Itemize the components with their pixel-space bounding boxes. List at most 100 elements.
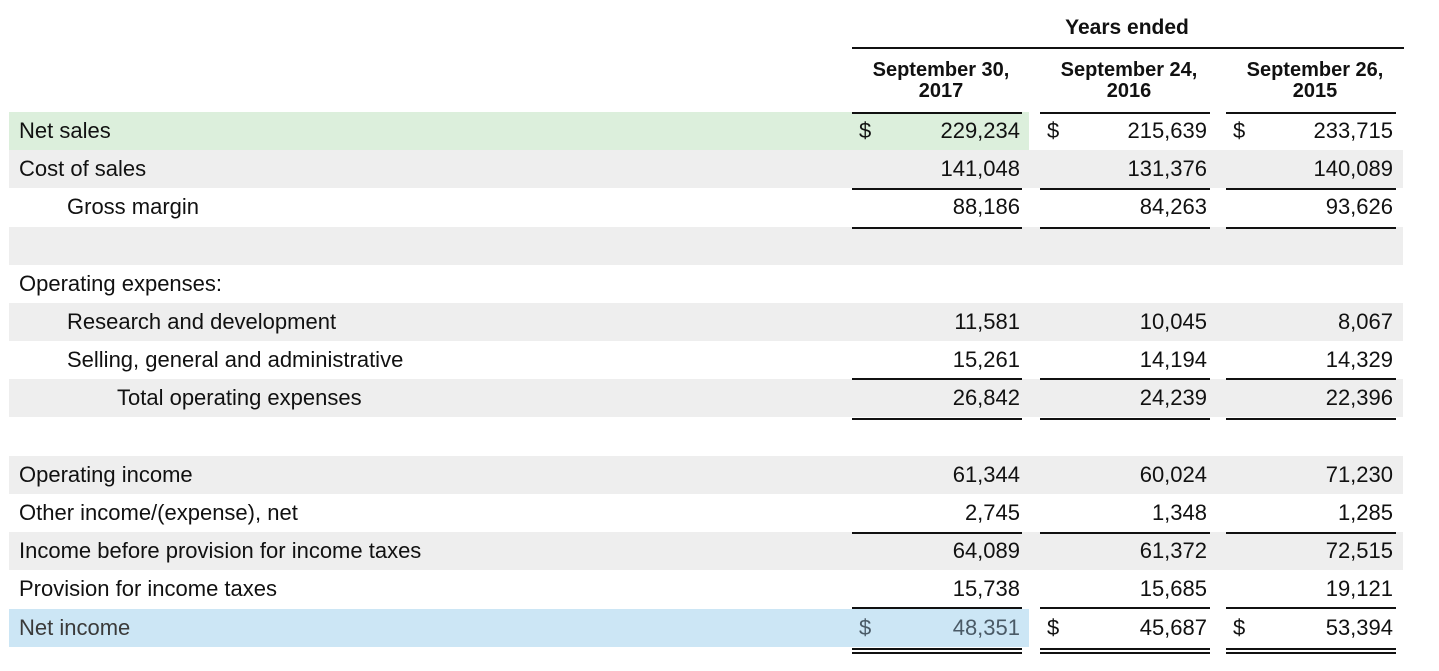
value-cell: 64,089 — [952, 538, 1020, 563]
table-rule — [852, 652, 1022, 654]
value-cell: 141,048 — [940, 156, 1020, 181]
table-rule — [852, 227, 1022, 229]
table-rule — [1226, 112, 1396, 114]
table-row-total-operating-expenses: Total operating expenses — [9, 379, 1403, 417]
table-row-gross-margin: Gross margin — [9, 188, 1403, 226]
table-row-operating-income: Operating income — [9, 456, 1403, 494]
table-rule — [1040, 112, 1210, 114]
table-rule — [1226, 378, 1396, 380]
value-cell — [1040, 418, 1207, 456]
table-row-research-and-development: Research and development — [9, 303, 1403, 341]
value-cell — [1226, 227, 1393, 265]
currency-symbol: $ — [1047, 118, 1060, 143]
value-cell: 15,685 — [1139, 576, 1207, 601]
value-cell: 48,351 — [952, 615, 1020, 640]
value-cell: 8,067 — [1337, 309, 1393, 334]
value-cell: 93,626 — [1325, 194, 1393, 219]
table-rule — [1040, 227, 1210, 229]
value-cell: 24,239 — [1139, 385, 1207, 410]
table-rule — [1040, 418, 1210, 420]
value-cell — [1040, 265, 1207, 303]
value-cell: 22,396 — [1325, 385, 1393, 410]
value-cell: 1,348 — [1151, 500, 1207, 525]
table-row-provision-for-income-taxes: Provision for income taxes — [9, 570, 1403, 608]
value-cell: 88,186 — [952, 194, 1020, 219]
row-label: Other income/(expense), net — [19, 500, 298, 525]
table-rule — [1226, 227, 1396, 229]
value-cell: 14,194 — [1139, 347, 1207, 372]
value-cell: 10,045 — [1139, 309, 1207, 334]
table-rule — [852, 648, 1022, 650]
currency-symbol: $ — [1047, 615, 1060, 640]
value-cell: 45,687 — [1139, 615, 1207, 640]
value-cell: 11,581 — [954, 309, 1020, 334]
table-row-other-income-expense-net: Other income/(expense), net — [9, 494, 1403, 532]
table-rule — [1226, 652, 1396, 654]
value-cell — [1226, 265, 1393, 303]
table-row-net-sales: Net sales — [9, 112, 1029, 150]
table-rule — [1040, 652, 1210, 654]
value-cell: 71,230 — [1325, 462, 1393, 487]
value-cell — [852, 265, 1020, 303]
value-cell: 215,639 — [1127, 118, 1207, 143]
value-cell: 229,234 — [940, 118, 1020, 143]
value-cell: 15,261 — [952, 347, 1020, 372]
row-label: Cost of sales — [19, 156, 147, 181]
table-row-income-before-provision-for-income-taxes: Income before provision for income taxes — [9, 532, 1403, 570]
row-label: Research and development — [67, 309, 337, 334]
column-header-2016: September 24, 2016 — [1060, 59, 1198, 102]
value-cell — [1226, 418, 1393, 456]
table-rule — [852, 418, 1022, 420]
table-rule — [852, 378, 1022, 380]
value-cell: 131,376 — [1127, 156, 1207, 181]
table-rule — [1040, 378, 1210, 380]
value-cell: 84,263 — [1139, 194, 1207, 219]
value-cell: 140,089 — [1313, 156, 1393, 181]
value-cell: 15,738 — [952, 576, 1020, 601]
value-cell: 72,515 — [1325, 538, 1393, 563]
currency-symbol: $ — [859, 615, 872, 640]
years-ended-header: Years ended — [1065, 16, 1189, 39]
table-rule — [852, 607, 1022, 609]
table-rule — [1226, 418, 1396, 420]
column-header-2017: September 30, 2017 — [872, 59, 1010, 102]
table-row-selling-general-and-administrative: Selling, general and administrative — [9, 341, 1403, 379]
table-rule — [852, 112, 1022, 114]
value-cell: 60,024 — [1139, 462, 1207, 487]
table-rule — [1226, 188, 1396, 190]
table-rule — [1040, 188, 1210, 190]
value-cell: 1,285 — [1337, 500, 1393, 525]
header-rule — [852, 47, 1404, 49]
table-rule — [1040, 532, 1210, 534]
row-label: Operating income — [19, 462, 193, 487]
currency-symbol: $ — [1233, 118, 1246, 143]
value-cell: 19,121 — [1325, 576, 1393, 601]
row-label: Income before provision for income taxes — [19, 538, 422, 563]
table-row-cost-of-sales: Cost of sales — [9, 150, 1403, 188]
row-label: Provision for income taxes — [19, 576, 277, 601]
row-label: Net sales — [19, 118, 111, 143]
value-cell: 26,842 — [952, 385, 1020, 410]
table-row-net-income: Net income — [9, 609, 1029, 647]
value-cell — [852, 418, 1020, 456]
value-cell: 233,715 — [1313, 118, 1393, 143]
currency-symbol: $ — [859, 118, 872, 143]
value-cell: 61,372 — [1139, 538, 1207, 563]
table-row-spacer-3 — [9, 227, 1403, 265]
table-row-operating-expenses: Operating expenses: — [9, 265, 1403, 303]
table-rule — [1226, 532, 1396, 534]
row-label: Gross margin — [67, 194, 200, 219]
column-header-2015: September 26, 2015 — [1246, 59, 1384, 102]
table-rule — [852, 188, 1022, 190]
table-rule — [1040, 648, 1210, 650]
table-rule — [1226, 648, 1396, 650]
row-label: Selling, general and administrative — [67, 347, 404, 372]
value-cell: 2,745 — [964, 500, 1020, 525]
currency-symbol: $ — [1233, 615, 1246, 640]
value-cell: 14,329 — [1325, 347, 1393, 372]
row-label: Net income — [19, 615, 131, 640]
value-cell: 61,344 — [952, 462, 1020, 487]
value-cell — [852, 227, 1020, 265]
table-rule — [1226, 607, 1396, 609]
table-rule — [1040, 607, 1210, 609]
